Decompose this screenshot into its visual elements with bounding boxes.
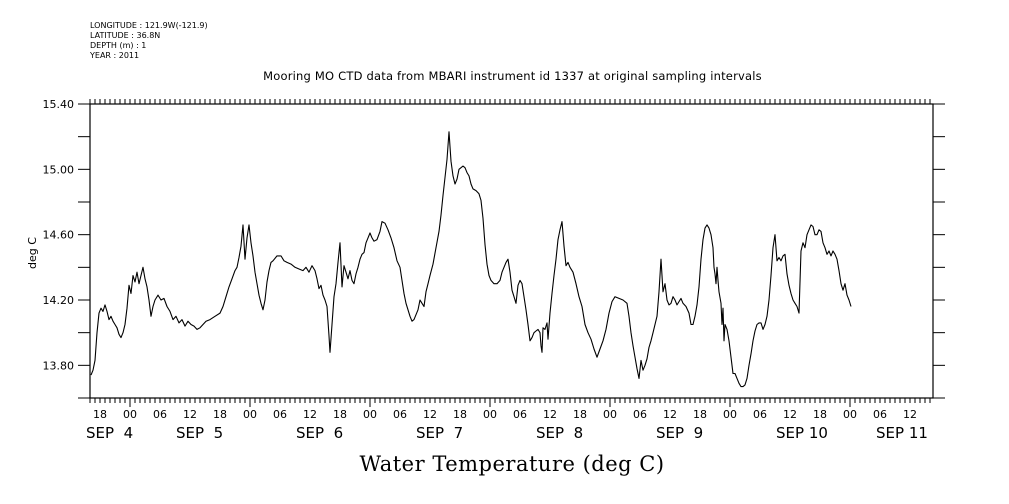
x-date-label: SEP 6 <box>296 424 343 442</box>
x-date-label: SEP 11 <box>876 424 928 442</box>
chart-title: Mooring MO CTD data from MBARI instrumen… <box>263 69 762 83</box>
x-hour-label: 06 <box>273 408 287 421</box>
x-hour-label: 00 <box>483 408 497 421</box>
plot-frame <box>89 103 934 399</box>
y-tick-label: 14.20 <box>43 294 75 307</box>
x-hour-label: 12 <box>423 408 437 421</box>
x-hour-label: 18 <box>453 408 467 421</box>
y-tick-label: 14.60 <box>43 229 75 242</box>
x-date-label: SEP 10 <box>776 424 828 442</box>
x-hour-label: 00 <box>603 408 617 421</box>
x-hour-label: 06 <box>513 408 527 421</box>
y-tick-label: 15.40 <box>43 98 75 111</box>
x-hour-label: 12 <box>663 408 677 421</box>
x-date-label: SEP 4 <box>86 424 133 442</box>
x-hour-label: 00 <box>363 408 377 421</box>
series-line-water-temperature <box>90 131 852 388</box>
metadata-block: LONGITUDE : 121.9W(-121.9) LATITUDE : 36… <box>90 21 208 61</box>
x-hour-label: 06 <box>393 408 407 421</box>
x-axis-label: Water Temperature (deg C) <box>359 452 665 476</box>
x-hour-label: 12 <box>303 408 317 421</box>
y-tick-label: 13.80 <box>43 359 75 372</box>
x-date-label: SEP 7 <box>416 424 463 442</box>
depth-label: DEPTH (m) : 1 <box>90 41 147 50</box>
x-hour-label: 06 <box>153 408 167 421</box>
x-hour-label: 00 <box>723 408 737 421</box>
latitude-label: LATITUDE : 36.8N <box>90 31 161 40</box>
x-hour-label: 18 <box>813 408 827 421</box>
y-tick-label: 15.00 <box>43 163 75 176</box>
x-hour-label: 00 <box>843 408 857 421</box>
y-axis-label: deg C <box>26 237 39 269</box>
x-hour-label: 18 <box>333 408 347 421</box>
longitude-label: LONGITUDE : 121.9W(-121.9) <box>90 21 208 30</box>
x-hour-label: 18 <box>213 408 227 421</box>
x-date-label: SEP 8 <box>536 424 583 442</box>
year-label: YEAR : 2011 <box>90 51 140 60</box>
x-hour-label: 00 <box>243 408 257 421</box>
x-hour-label: 18 <box>573 408 587 421</box>
x-hour-label: 06 <box>873 408 887 421</box>
x-hour-label: 12 <box>183 408 197 421</box>
x-hour-label: 12 <box>543 408 557 421</box>
x-hour-label: 18 <box>93 408 107 421</box>
x-hour-label: 12 <box>903 408 917 421</box>
x-hour-label: 00 <box>123 408 137 421</box>
x-date-label: SEP 9 <box>656 424 703 442</box>
x-hour-label: 06 <box>633 408 647 421</box>
x-hour-label: 06 <box>753 408 767 421</box>
x-hour-label: 18 <box>693 408 707 421</box>
x-date-label: SEP 5 <box>176 424 223 442</box>
x-hour-label: 12 <box>783 408 797 421</box>
